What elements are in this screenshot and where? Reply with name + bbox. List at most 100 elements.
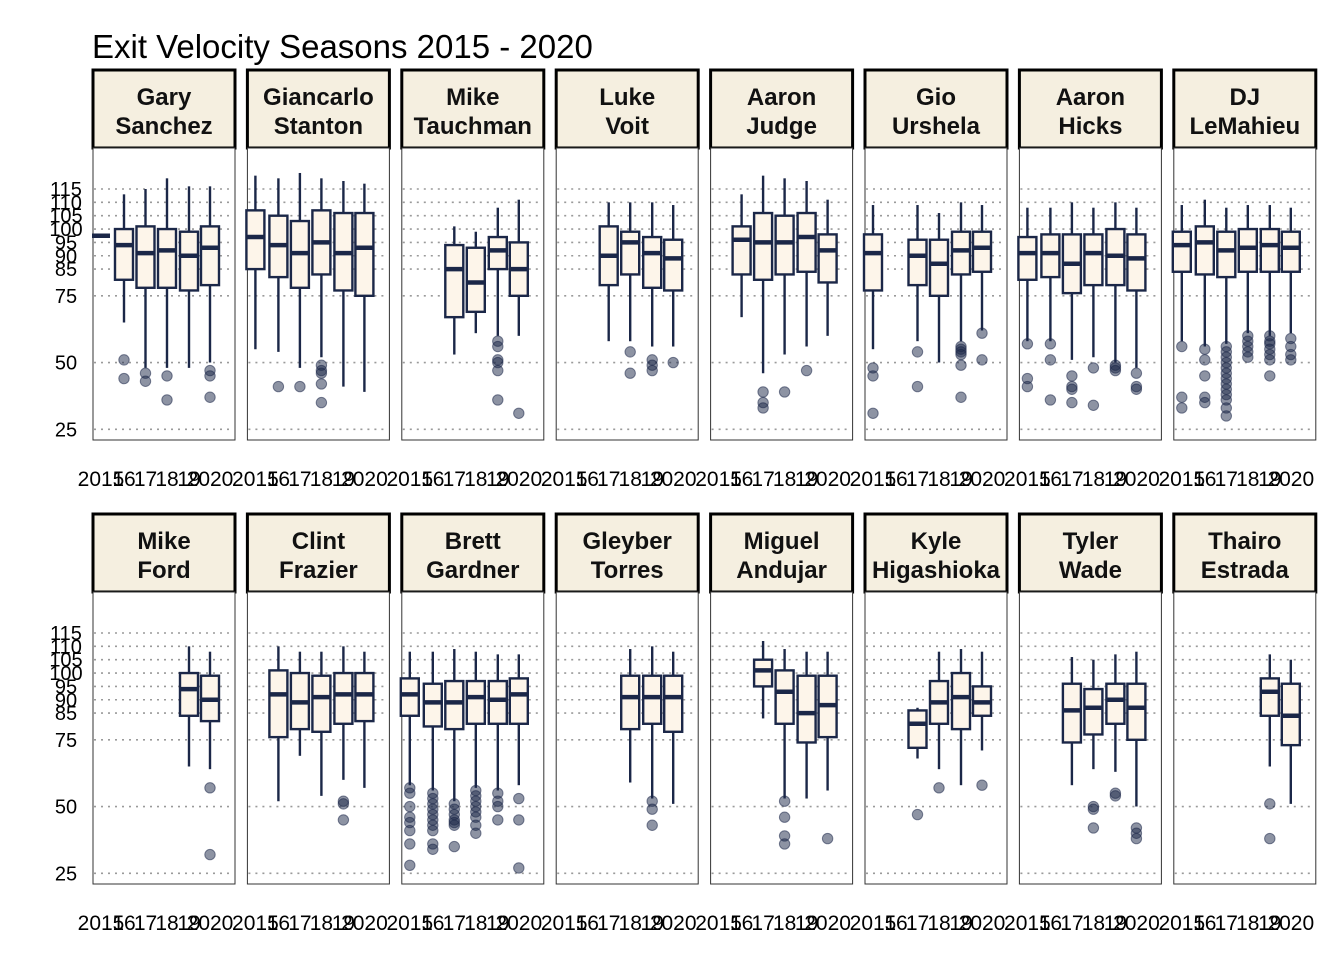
x-tick-label: 17 bbox=[597, 468, 620, 491]
outlier-point bbox=[427, 824, 439, 837]
x-tick-label: 17 bbox=[134, 912, 157, 935]
x-tick-label: 16 bbox=[112, 468, 135, 491]
x-tick-label: 2015 bbox=[1004, 912, 1051, 935]
outlier-point bbox=[800, 364, 813, 377]
box-2017 bbox=[598, 202, 619, 342]
box-2020 bbox=[817, 651, 838, 845]
outlier-point bbox=[1220, 410, 1233, 422]
x-tick-label: 16 bbox=[884, 912, 907, 935]
outlier-point bbox=[337, 814, 350, 826]
outlier-point bbox=[646, 803, 658, 815]
y-tick-label: 115 bbox=[50, 179, 82, 201]
x-tick-label: 17 bbox=[288, 468, 311, 491]
box-2019 bbox=[796, 180, 817, 377]
x-tick-label: 19 bbox=[641, 912, 664, 935]
box-2020 bbox=[1280, 659, 1302, 804]
plot-frame bbox=[1018, 147, 1162, 441]
x-tick-label: 2015 bbox=[78, 468, 125, 491]
x-tick-label: 18 bbox=[310, 912, 333, 935]
outlier-point bbox=[272, 380, 285, 393]
outlier-point bbox=[1066, 370, 1078, 382]
x-tick-label: 2020 bbox=[1267, 912, 1314, 935]
box-body bbox=[642, 235, 663, 289]
box-2017 bbox=[289, 651, 311, 756]
x-tick-label: 19 bbox=[177, 912, 200, 935]
outlier-point bbox=[1264, 832, 1276, 845]
x-tick-label: 19 bbox=[1258, 468, 1281, 491]
x-tick-label: 19 bbox=[795, 912, 818, 935]
box-body bbox=[642, 674, 663, 725]
box-2020 bbox=[663, 205, 684, 369]
outlier-point bbox=[1044, 354, 1057, 366]
outlier-point bbox=[404, 787, 416, 799]
x-tick-label: 2020 bbox=[804, 468, 851, 491]
box-body bbox=[1194, 225, 1216, 276]
box-2020 bbox=[354, 183, 375, 392]
box-body bbox=[1216, 230, 1237, 279]
outlier-point bbox=[778, 811, 791, 823]
strip-label: Tyler bbox=[1063, 528, 1119, 555]
outlier-point bbox=[1109, 790, 1122, 802]
x-tick-label: 2020 bbox=[959, 912, 1006, 935]
outlier-point bbox=[624, 367, 636, 379]
box-body bbox=[971, 230, 993, 273]
box-body bbox=[399, 677, 420, 717]
outlier-point bbox=[161, 370, 173, 382]
x-tick-label: 18 bbox=[773, 468, 796, 491]
box-body bbox=[311, 674, 332, 733]
outlier-point bbox=[492, 800, 504, 813]
x-tick-label: 17 bbox=[443, 912, 466, 935]
box-body bbox=[465, 679, 486, 725]
x-tick-label: 2020 bbox=[1267, 468, 1314, 491]
box-2016 bbox=[731, 194, 752, 318]
strip-label: Ford bbox=[137, 557, 190, 584]
x-tick-label: 2015 bbox=[541, 468, 588, 491]
x-tick-label: 16 bbox=[1193, 912, 1216, 935]
x-tick-label: 16 bbox=[421, 468, 444, 491]
y-tick-label: 25 bbox=[55, 863, 77, 885]
box-2015 bbox=[1171, 205, 1193, 414]
strip-label: Hicks bbox=[1058, 113, 1122, 140]
box-body bbox=[444, 243, 465, 319]
box-2020 bbox=[817, 199, 838, 336]
outlier-point bbox=[955, 348, 967, 361]
outlier-point bbox=[1264, 798, 1276, 810]
box-2016 bbox=[268, 178, 289, 393]
x-tick-label: 2015 bbox=[541, 912, 588, 935]
box-2020 bbox=[1280, 207, 1302, 366]
x-tick-label: 2020 bbox=[1113, 912, 1160, 935]
x-tick-label: 18 bbox=[464, 912, 487, 935]
outlier-point bbox=[1109, 364, 1122, 377]
outlier-point bbox=[911, 380, 924, 393]
plot-frame bbox=[92, 591, 236, 885]
box-2015 bbox=[1017, 207, 1038, 393]
box-body bbox=[796, 674, 817, 744]
outlier-point bbox=[1044, 338, 1057, 350]
outlier-point bbox=[1021, 380, 1034, 393]
x-tick-label: 16 bbox=[884, 468, 907, 491]
x-tick-label: 2020 bbox=[650, 468, 697, 491]
box-2019 bbox=[642, 646, 663, 831]
outlier-point bbox=[448, 840, 460, 853]
strip-label: Tauchman bbox=[414, 113, 532, 140]
box-body bbox=[199, 225, 221, 287]
x-tick-label: 16 bbox=[576, 468, 599, 491]
x-tick-label: 19 bbox=[332, 912, 355, 935]
box-body bbox=[620, 230, 641, 276]
x-tick-label: 18 bbox=[310, 468, 333, 491]
outlier-point bbox=[1044, 394, 1057, 406]
outlier-point bbox=[976, 779, 988, 791]
x-tick-label: 16 bbox=[1193, 468, 1216, 491]
outlier-point bbox=[955, 391, 967, 403]
box-2020 bbox=[971, 651, 993, 791]
box-body bbox=[1126, 682, 1147, 741]
outlier-point bbox=[315, 367, 328, 379]
box-2019 bbox=[950, 649, 972, 786]
y-tick-label: 75 bbox=[55, 730, 77, 752]
box-2020 bbox=[354, 651, 375, 788]
x-tick-label: 2015 bbox=[232, 912, 279, 935]
outlier-point bbox=[139, 375, 152, 387]
box-body bbox=[1126, 233, 1147, 292]
